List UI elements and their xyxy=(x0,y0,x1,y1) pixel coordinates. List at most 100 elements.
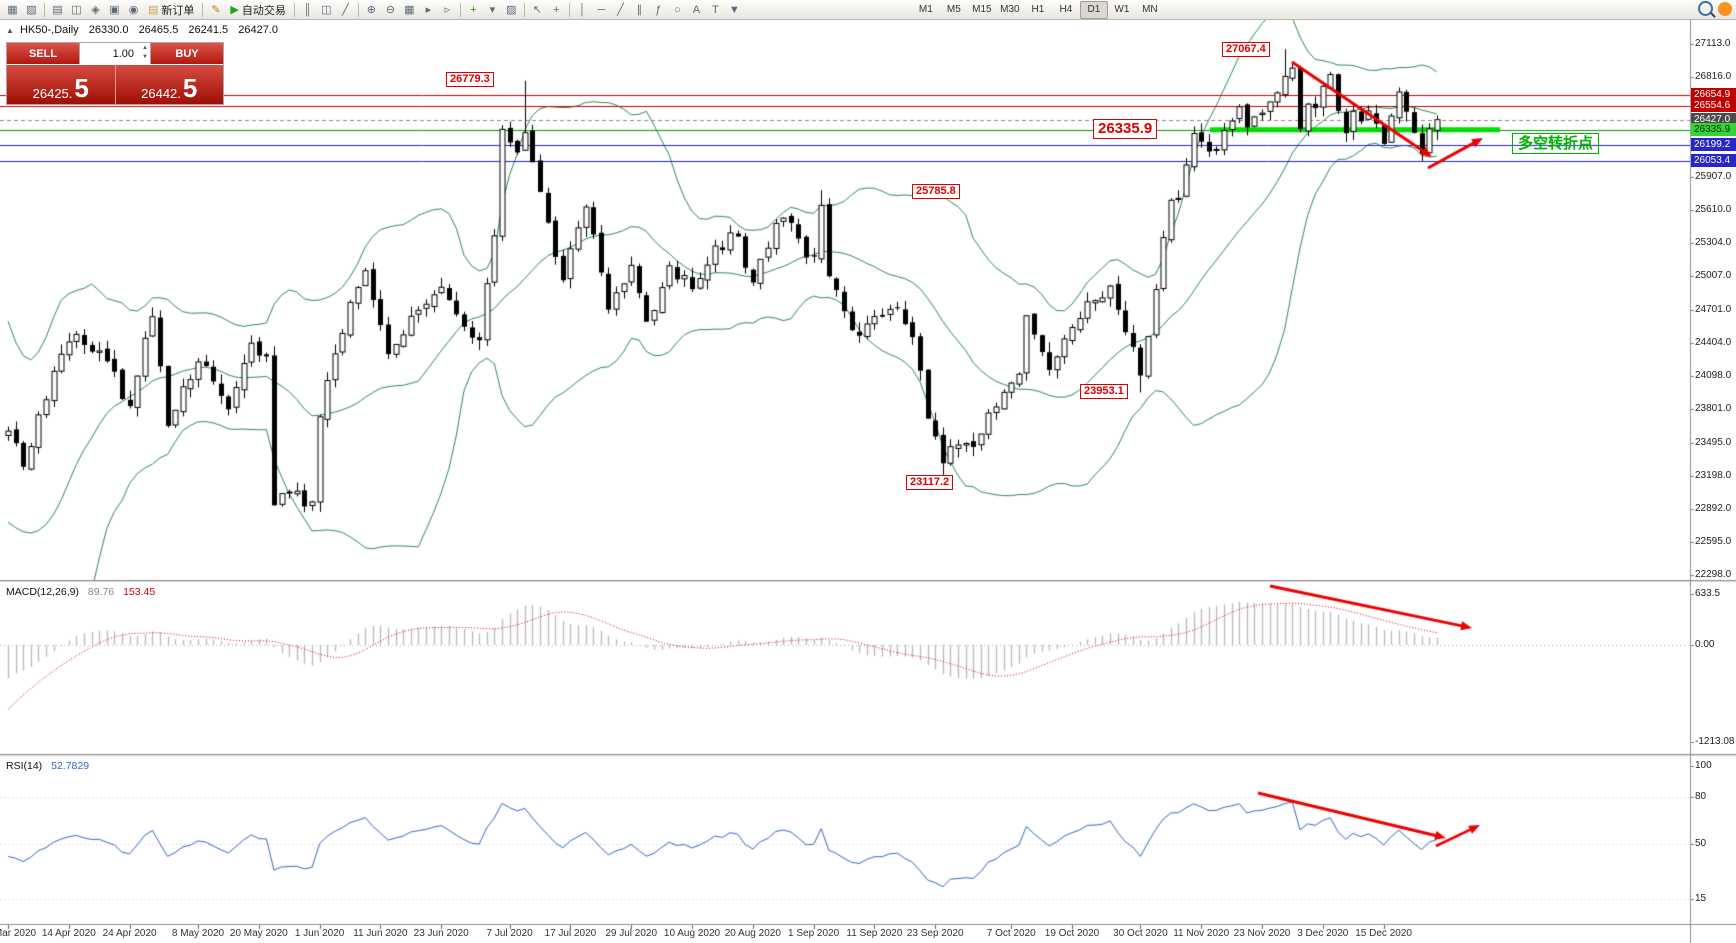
profiles-icon[interactable]: ▧ xyxy=(26,4,37,16)
candlestick-chart-icon[interactable]: ◫ xyxy=(321,4,332,16)
tile-windows-icon[interactable]: ▦ xyxy=(404,4,415,16)
indicators-icon[interactable]: + xyxy=(470,3,477,16)
line-chart-icon[interactable]: ╱ xyxy=(342,4,349,16)
vertical-line-icon[interactable]: │ xyxy=(578,3,586,16)
volume-up-button[interactable]: ▲ xyxy=(142,45,148,51)
search-icon[interactable] xyxy=(1698,1,1713,16)
date-axis-label: 31 Mar 2020 xyxy=(0,928,37,939)
price-callout-25785.8[interactable]: 25785.8 xyxy=(912,184,960,199)
rsi-value: 52.7829 xyxy=(51,760,90,772)
date-axis-label: 10 Aug 2020 xyxy=(663,928,721,939)
timeframe-mn-button[interactable]: MN xyxy=(1142,4,1158,15)
rsi-axis-label: 15 xyxy=(1695,892,1707,904)
date-axis-label: 15 Dec 2020 xyxy=(1355,928,1412,939)
text-label-icon[interactable]: T xyxy=(712,3,719,16)
equidistant-channel-icon[interactable]: ∥ xyxy=(636,4,643,16)
price-axis-label: 25304.0 xyxy=(1695,237,1732,249)
shapes-icon[interactable]: ○ xyxy=(674,3,681,16)
price-callout-23117.2[interactable]: 23117.2 xyxy=(906,475,954,490)
toolbar-right-icons xyxy=(1698,1,1732,16)
bar-chart-icon[interactable]: ║ xyxy=(303,3,312,16)
text-icon[interactable]: A xyxy=(692,3,701,16)
zoom-in-icon[interactable]: ⊕ xyxy=(366,4,376,16)
new-order-button[interactable]: ▤ 新订单 xyxy=(143,2,199,18)
macd-title: MACD(12,26,9) xyxy=(6,586,79,598)
macd-axis-label: 0.00 xyxy=(1695,638,1715,650)
macd-indicator-header: MACD(12,26,9) 89.76 153.45 xyxy=(6,586,155,598)
horizontal-line-icon[interactable]: ─ xyxy=(597,3,606,16)
date-axis-label: 3 Dec 2020 xyxy=(1297,928,1349,939)
date-axis-label: 19 Oct 2020 xyxy=(1044,928,1100,939)
toolbar-separator xyxy=(202,2,204,17)
price-axis-label: 23495.0 xyxy=(1695,436,1732,448)
cursor-icon[interactable]: ↖ xyxy=(532,4,542,16)
price-callout-26779.3[interactable]: 26779.3 xyxy=(446,72,494,87)
timeframe-m15-button[interactable]: M15 xyxy=(972,4,992,15)
arrows-tool-icon[interactable]: ▼ xyxy=(728,3,740,16)
timeframe-h1-button[interactable]: H1 xyxy=(1031,4,1045,15)
buy-button[interactable]: BUY xyxy=(151,43,223,64)
trendline-icon[interactable]: ╱ xyxy=(617,4,624,16)
fibonacci-icon[interactable]: ƒ xyxy=(655,3,662,16)
price-axis-highlight-26199.2: 26199.2 xyxy=(1691,137,1736,151)
macd-value-main: 89.76 xyxy=(87,586,115,598)
price-callout-23953.1[interactable]: 23953.1 xyxy=(1080,384,1128,399)
navigator-icon[interactable]: ◈ xyxy=(91,4,100,16)
community-icon[interactable] xyxy=(1718,1,1732,16)
new-order-icon: ▤ xyxy=(148,4,159,16)
price-axis-highlight-26654.9: 26654.9 xyxy=(1691,87,1736,101)
volume-down-button[interactable]: ▼ xyxy=(142,54,148,60)
toolbar-separator xyxy=(568,2,570,17)
sell-button[interactable]: SELL xyxy=(7,43,79,64)
terminal-icon[interactable]: ▣ xyxy=(109,4,120,16)
crosshair-icon[interactable]: + xyxy=(553,3,560,16)
timeframe-d1-button[interactable]: D1 xyxy=(1079,0,1108,19)
toolbar-separator xyxy=(44,2,45,17)
zoom-out-icon[interactable]: ⊖ xyxy=(385,4,395,16)
price-axis-highlight-26053.4: 26053.4 xyxy=(1691,153,1736,167)
price-axis-highlight-26554.6: 26554.6 xyxy=(1691,98,1736,112)
autotrading-button[interactable]: ▶ 自动交易 xyxy=(225,2,290,18)
price-axis-label: 24098.0 xyxy=(1695,370,1732,382)
price-axis-highlight-26427.0: 26427.0 xyxy=(1691,112,1736,126)
toolbar-separator xyxy=(459,2,461,17)
price-axis-label: 24701.0 xyxy=(1695,303,1732,315)
market-watch-icon[interactable]: ▤ xyxy=(52,4,63,16)
date-axis-label: 29 Jul 2020 xyxy=(605,928,658,939)
chart-title: HK50-,Daily xyxy=(19,24,79,36)
low-value: 26241.5 xyxy=(188,24,229,36)
turning-point-note[interactable]: 多空转折点 xyxy=(1512,133,1600,154)
date-axis-label: 11 Jun 2020 xyxy=(353,928,408,939)
rsi-indicator-header: RSI(14) 52.7829 xyxy=(6,760,89,772)
date-axis-label: 14 Apr 2020 xyxy=(41,928,96,939)
metaeditor-icon[interactable]: ✎ xyxy=(211,4,221,16)
price-axis-label: 26816.0 xyxy=(1695,70,1732,82)
price-callout-27067.4[interactable]: 27067.4 xyxy=(1222,42,1270,57)
new-chart-icon[interactable]: ▦ xyxy=(7,4,18,16)
collapse-trade-panel-icon[interactable]: ▲ xyxy=(6,26,14,35)
strategy-tester-icon[interactable]: ◉ xyxy=(128,4,139,16)
volume-value[interactable]: 1.00 xyxy=(112,47,134,60)
data-window-icon[interactable]: ◫ xyxy=(71,4,82,16)
date-axis-label: 1 Sep 2020 xyxy=(788,928,840,939)
price-callout-26335.9[interactable]: 26335.9 xyxy=(1093,119,1158,139)
buy-price[interactable]: 26442. 5 xyxy=(115,65,223,104)
macd-axis-label: 633.5 xyxy=(1695,588,1721,599)
price-axis-label: 23198.0 xyxy=(1695,469,1732,481)
timeframe-h4-button[interactable]: H4 xyxy=(1059,4,1073,15)
toolbar-separator xyxy=(293,2,295,17)
chart-shift-icon[interactable]: ▹ xyxy=(444,4,451,16)
close-value: 26427.0 xyxy=(238,24,278,36)
date-axis-label: 20 Aug 2020 xyxy=(724,928,781,939)
auto-scroll-icon[interactable]: ▸ xyxy=(425,4,432,16)
timeframe-w1-button[interactable]: W1 xyxy=(1114,4,1130,15)
periods-icon[interactable]: ▾ xyxy=(489,4,496,16)
templates-icon[interactable]: ▨ xyxy=(506,4,517,16)
volume-field[interactable]: 1.00 ▲ ▼ xyxy=(79,43,151,64)
timeframe-m1-button[interactable]: M1 xyxy=(918,4,933,15)
timeframe-m30-button[interactable]: M30 xyxy=(1000,4,1020,15)
autotrading-button-label: 自动交易 xyxy=(241,4,286,17)
timeframe-m5-button[interactable]: M5 xyxy=(946,4,961,15)
sell-price[interactable]: 26425. 5 xyxy=(7,65,116,104)
